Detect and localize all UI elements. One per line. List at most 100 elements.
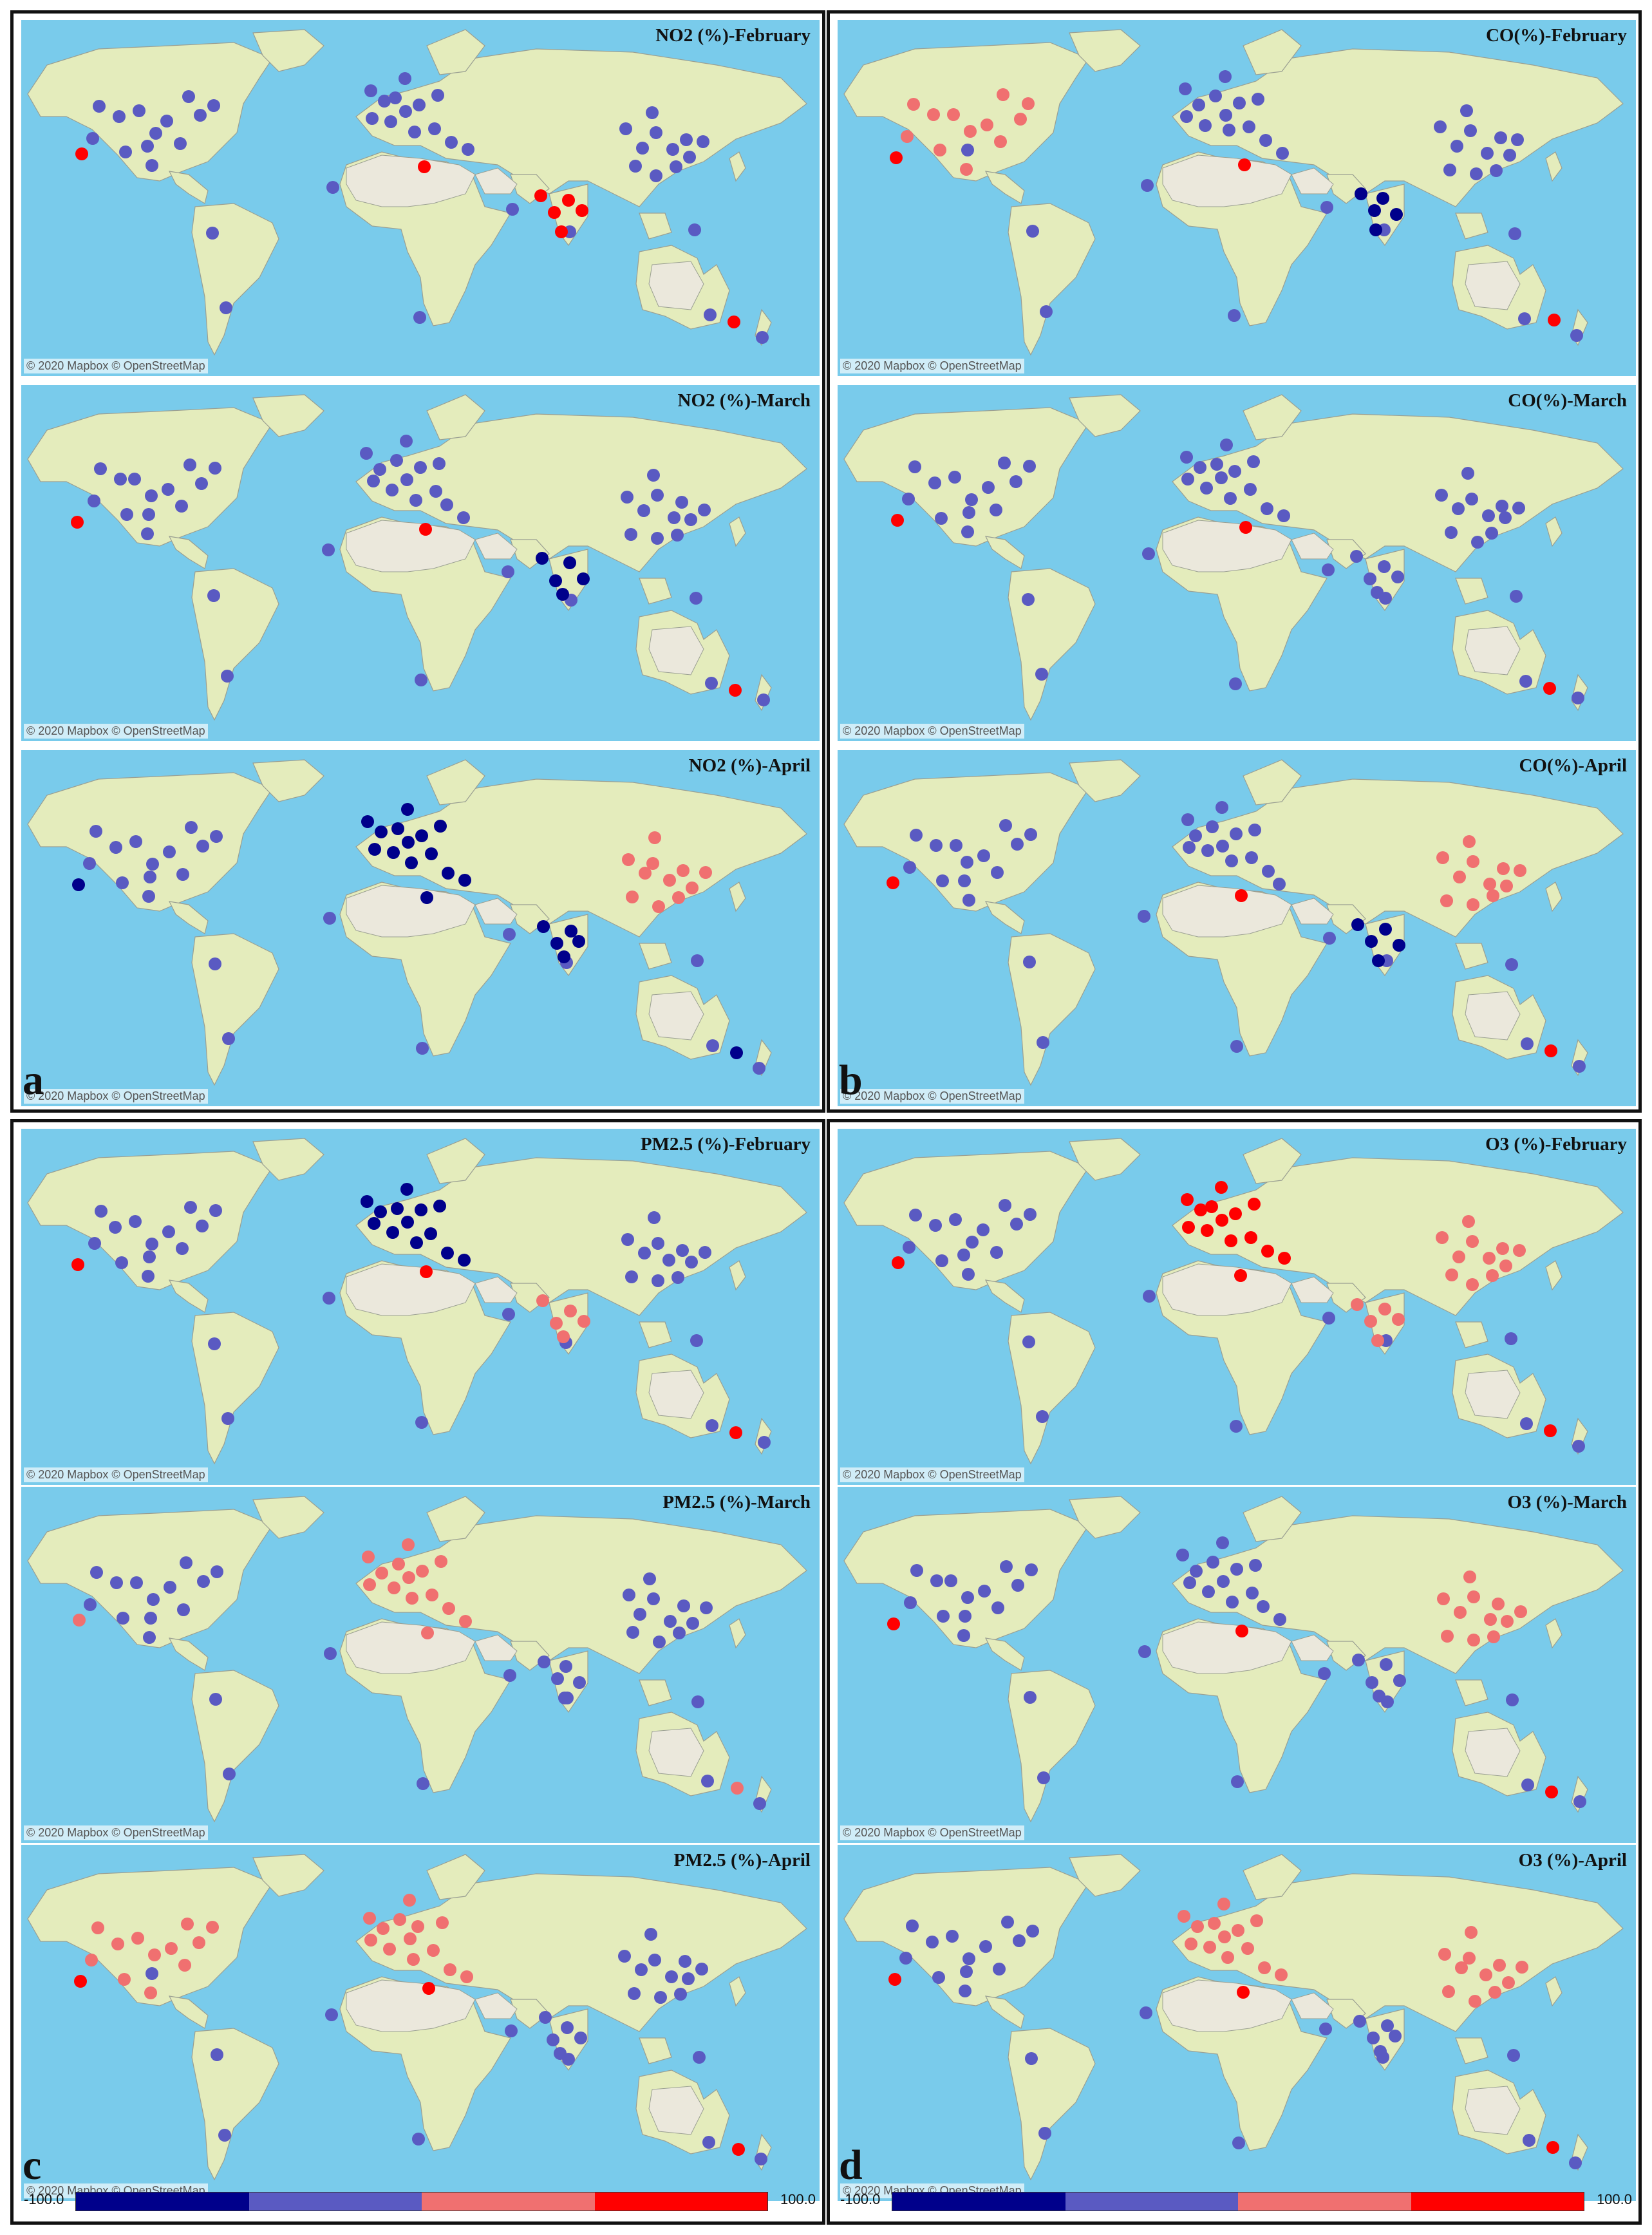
city-marker xyxy=(671,1271,684,1284)
legend-bin xyxy=(422,2193,595,2211)
city-marker xyxy=(1487,1630,1500,1643)
city-marker xyxy=(558,1692,571,1704)
land-mass xyxy=(1172,1157,1624,1316)
desert-area xyxy=(474,1634,518,1661)
city-marker xyxy=(400,1183,413,1196)
land-mass xyxy=(984,901,1025,934)
city-marker xyxy=(383,1943,396,1956)
city-marker xyxy=(1225,854,1238,867)
city-marker xyxy=(1546,2141,1559,2154)
city-marker xyxy=(753,1062,765,1075)
city-marker xyxy=(618,1950,631,1963)
desert-area xyxy=(1291,898,1334,925)
map-title: O3 (%)-April xyxy=(1518,1850,1627,1871)
land-mass xyxy=(355,48,807,207)
city-marker xyxy=(74,1975,87,1988)
land-mass xyxy=(252,759,324,802)
land-mass xyxy=(1243,29,1302,75)
world-map-svg xyxy=(27,759,807,1086)
city-marker xyxy=(652,1274,664,1287)
city-marker xyxy=(753,1797,766,1810)
city-marker xyxy=(434,820,447,833)
map-attribution: © 2020 Mapbox © OpenStreetMap xyxy=(24,1467,208,1482)
city-marker xyxy=(506,203,519,216)
city-marker xyxy=(1205,1200,1218,1213)
city-marker xyxy=(902,493,915,505)
city-marker xyxy=(363,1578,376,1591)
map-c-2: PM2.5 (%)-March © 2020 Mapbox © OpenStree… xyxy=(21,1487,820,1843)
desert-area xyxy=(474,1276,518,1303)
city-marker xyxy=(634,1608,646,1621)
city-marker xyxy=(1463,835,1476,848)
city-marker xyxy=(673,1627,686,1639)
city-marker xyxy=(1023,956,1036,968)
city-marker xyxy=(706,1039,719,1052)
city-marker xyxy=(670,160,682,173)
city-marker xyxy=(1482,509,1495,522)
land-mass xyxy=(843,407,1089,547)
color-legend: -100.0 100.0 xyxy=(21,2188,820,2214)
city-marker xyxy=(688,223,701,236)
city-marker xyxy=(1250,1914,1263,1927)
city-marker xyxy=(1216,1214,1228,1227)
panel-letter: a xyxy=(23,1057,44,1104)
city-marker xyxy=(929,1219,942,1232)
city-marker xyxy=(1508,227,1521,240)
city-marker xyxy=(206,227,219,240)
city-marker xyxy=(1573,1795,1586,1808)
city-marker xyxy=(994,135,1007,148)
legend-min-label: -100.0 xyxy=(24,2191,64,2207)
city-marker xyxy=(1483,878,1496,891)
city-marker xyxy=(693,2051,706,2064)
city-marker xyxy=(1248,824,1261,836)
city-marker xyxy=(1465,493,1478,505)
city-marker xyxy=(1460,104,1473,117)
city-marker xyxy=(666,143,679,156)
city-marker xyxy=(418,160,431,173)
city-marker xyxy=(1040,305,1053,318)
city-marker xyxy=(573,1676,586,1689)
city-marker xyxy=(1369,223,1382,236)
city-marker xyxy=(1140,2006,1152,2019)
city-marker xyxy=(364,84,377,97)
city-marker xyxy=(71,1258,84,1271)
city-marker xyxy=(683,151,696,164)
city-marker xyxy=(75,147,88,160)
city-marker xyxy=(1143,1290,1156,1303)
city-marker xyxy=(1461,467,1474,480)
city-marker xyxy=(949,1213,962,1226)
desert-area xyxy=(474,533,518,560)
city-marker xyxy=(1500,880,1513,892)
panel-d: O3 (%)-February © 2020 Mapbox © OpenStree… xyxy=(827,1119,1642,2225)
city-marker xyxy=(1376,192,1389,205)
land-mass xyxy=(1455,212,1488,240)
city-marker xyxy=(1232,1924,1244,1937)
city-marker xyxy=(697,135,709,148)
city-marker xyxy=(111,1938,124,1950)
land-mass xyxy=(639,1679,672,1706)
city-marker xyxy=(1467,855,1479,868)
city-marker xyxy=(413,311,426,324)
city-marker xyxy=(401,1216,414,1229)
city-marker xyxy=(558,950,570,963)
city-marker xyxy=(1518,312,1531,325)
city-marker xyxy=(85,1954,98,1966)
city-marker xyxy=(457,511,470,524)
city-marker xyxy=(1275,1968,1288,1981)
city-marker xyxy=(415,674,427,686)
city-marker xyxy=(1455,1961,1468,1974)
city-marker xyxy=(1463,1952,1476,1965)
world-map-svg xyxy=(843,1496,1624,1823)
city-marker xyxy=(574,2032,587,2044)
city-marker xyxy=(95,1205,108,1218)
desert-area xyxy=(648,2086,704,2135)
panel-c: PM2.5 (%)-February © 2020 Mapbox © OpenSt… xyxy=(10,1119,825,2225)
city-marker xyxy=(1393,1674,1406,1687)
city-marker xyxy=(388,1581,400,1594)
city-marker xyxy=(1233,97,1246,109)
city-marker xyxy=(1183,841,1196,854)
city-marker xyxy=(907,98,920,111)
world-map-svg xyxy=(843,759,1624,1086)
city-marker xyxy=(1372,954,1385,967)
city-marker xyxy=(934,144,946,156)
